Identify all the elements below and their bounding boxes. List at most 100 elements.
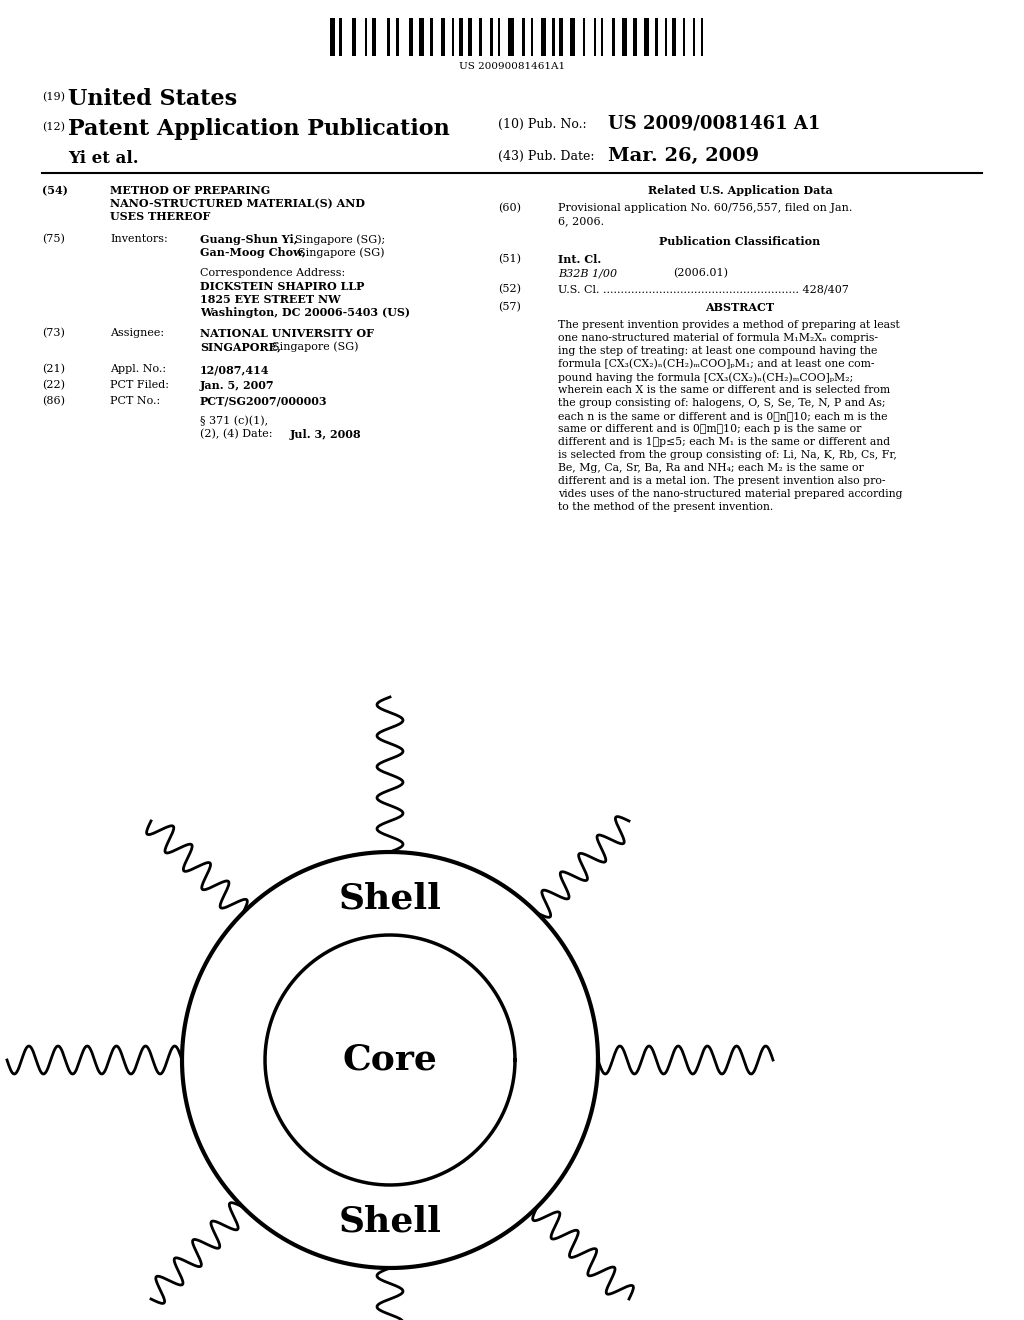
Text: DICKSTEIN SHAPIRO LLP: DICKSTEIN SHAPIRO LLP [200, 281, 365, 292]
Text: Yi et al.: Yi et al. [68, 150, 138, 168]
Bar [430, 18, 433, 55]
Text: each n is the same or different and is 0≦n≦10; each m is the: each n is the same or different and is 0… [558, 411, 888, 421]
Text: (19): (19) [42, 92, 65, 103]
Bar [601, 18, 603, 55]
Bar [372, 18, 376, 55]
Text: METHOD OF PREPARING: METHOD OF PREPARING [110, 185, 270, 195]
Text: Be, Mg, Ca, Sr, Ba, Ra and NH₄; each M₂ is the same or: Be, Mg, Ca, Sr, Ba, Ra and NH₄; each M₂ … [558, 463, 864, 473]
Text: Appl. No.:: Appl. No.: [110, 364, 166, 374]
Text: Mar. 26, 2009: Mar. 26, 2009 [608, 147, 759, 165]
Text: Inventors:: Inventors: [110, 234, 168, 244]
Text: The present invention provides a method of preparing at least: The present invention provides a method … [558, 319, 900, 330]
Text: (57): (57) [498, 302, 521, 313]
Text: NATIONAL UNIVERSITY OF: NATIONAL UNIVERSITY OF [200, 327, 374, 339]
Text: Washington, DC 20006-5403 (US): Washington, DC 20006-5403 (US) [200, 308, 410, 318]
Text: 1825 EYE STREET NW: 1825 EYE STREET NW [200, 294, 341, 305]
Text: SINGAPORE,: SINGAPORE, [200, 341, 281, 352]
Text: (52): (52) [498, 284, 521, 294]
Text: § 371 (c)(1),: § 371 (c)(1), [200, 416, 268, 426]
Text: (54): (54) [42, 185, 68, 195]
Text: Singapore (SG);: Singapore (SG); [295, 234, 385, 244]
Text: US 2009/0081461 A1: US 2009/0081461 A1 [608, 114, 820, 132]
Text: Patent Application Publication: Patent Application Publication [68, 117, 450, 140]
Bar [409, 18, 413, 55]
Text: Shell: Shell [339, 1204, 441, 1238]
Text: Provisional application No. 60/756,557, filed on Jan.: Provisional application No. 60/756,557, … [558, 203, 852, 213]
Text: wherein each X is the same or different and is selected from: wherein each X is the same or different … [558, 385, 890, 395]
Text: PCT/SG2007/000003: PCT/SG2007/000003 [200, 396, 328, 407]
Text: B32B 1/00: B32B 1/00 [558, 268, 617, 279]
Text: one nano-structured material of formula M₁M₂Xₙ compris-: one nano-structured material of formula … [558, 333, 878, 343]
Bar [559, 18, 563, 55]
Text: PCT No.:: PCT No.: [110, 396, 160, 407]
Bar [339, 18, 342, 55]
Text: U.S. Cl. ........................................................ 428/407: U.S. Cl. ...............................… [558, 284, 849, 294]
Text: (43) Pub. Date:: (43) Pub. Date: [498, 150, 595, 162]
Text: (21): (21) [42, 364, 65, 375]
Text: 12/087,414: 12/087,414 [200, 364, 269, 375]
Text: is selected from the group consisting of: Li, Na, K, Rb, Cs, Fr,: is selected from the group consisting of… [558, 450, 897, 459]
Text: (2006.01): (2006.01) [673, 268, 728, 279]
Bar [541, 18, 546, 55]
Bar [387, 18, 390, 55]
Bar [498, 18, 500, 55]
Bar [644, 18, 649, 55]
Text: PCT Filed:: PCT Filed: [110, 380, 169, 389]
Bar [570, 18, 575, 55]
Bar [365, 18, 367, 55]
Bar [459, 18, 463, 55]
Text: Singapore (SG): Singapore (SG) [272, 341, 358, 351]
Bar [683, 18, 685, 55]
Text: (73): (73) [42, 327, 65, 338]
Bar [490, 18, 493, 55]
Text: Jul. 3, 2008: Jul. 3, 2008 [290, 429, 361, 440]
Bar [396, 18, 399, 55]
Text: different and is 1≦p≤5; each M₁ is the same or different and: different and is 1≦p≤5; each M₁ is the s… [558, 437, 890, 447]
Bar [693, 18, 695, 55]
Text: Guang-Shun Yi,: Guang-Shun Yi, [200, 234, 298, 246]
Text: Gan-Moog Chow,: Gan-Moog Chow, [200, 247, 306, 257]
Text: ing the step of treating: at least one compound having the: ing the step of treating: at least one c… [558, 346, 878, 356]
Text: (60): (60) [498, 203, 521, 214]
Bar [612, 18, 615, 55]
Bar [531, 18, 534, 55]
Text: vides uses of the nano-structured material prepared according: vides uses of the nano-structured materi… [558, 488, 902, 499]
Text: USES THEREOF: USES THEREOF [110, 211, 210, 222]
Text: different and is a metal ion. The present invention also pro-: different and is a metal ion. The presen… [558, 477, 886, 486]
Bar [352, 18, 356, 55]
Text: Core: Core [343, 1043, 437, 1077]
Text: NANO-STRUCTURED MATERIAL(S) AND: NANO-STRUCTURED MATERIAL(S) AND [110, 198, 365, 209]
Bar [701, 18, 703, 55]
Text: 6, 2006.: 6, 2006. [558, 216, 604, 226]
Bar [672, 18, 676, 55]
Bar [508, 18, 514, 55]
Bar [633, 18, 637, 55]
Text: (86): (86) [42, 396, 65, 407]
Bar [552, 18, 555, 55]
Text: (51): (51) [498, 253, 521, 264]
Bar [452, 18, 454, 55]
Text: US 20090081461A1: US 20090081461A1 [459, 62, 565, 71]
Bar [622, 18, 627, 55]
Bar [468, 18, 472, 55]
Bar [655, 18, 658, 55]
Text: Assignee:: Assignee: [110, 327, 164, 338]
Text: (22): (22) [42, 380, 65, 391]
Text: formula [CX₃(CX₂)ₙ(CH₂)ₘCOO]ₚM₁; and at least one com-: formula [CX₃(CX₂)ₙ(CH₂)ₘCOO]ₚM₁; and at … [558, 359, 874, 370]
Bar [441, 18, 445, 55]
Bar [583, 18, 585, 55]
Text: pound having the formula [CX₃(CX₂)ₙ(CH₂)ₘCOO]ₚM₂;: pound having the formula [CX₃(CX₂)ₙ(CH₂)… [558, 372, 853, 383]
Text: Related U.S. Application Data: Related U.S. Application Data [647, 185, 833, 195]
Text: Int. Cl.: Int. Cl. [558, 253, 601, 265]
Text: ABSTRACT: ABSTRACT [706, 302, 774, 313]
Text: to the method of the present invention.: to the method of the present invention. [558, 502, 773, 512]
Text: (75): (75) [42, 234, 65, 244]
Text: Jan. 5, 2007: Jan. 5, 2007 [200, 380, 274, 391]
Text: the group consisting of: halogens, O, S, Se, Te, N, P and As;: the group consisting of: halogens, O, S,… [558, 399, 886, 408]
Text: Singapore (SG): Singapore (SG) [298, 247, 384, 257]
Bar [419, 18, 424, 55]
Text: Correspondence Address:: Correspondence Address: [200, 268, 345, 279]
Bar [594, 18, 596, 55]
Text: (2), (4) Date:: (2), (4) Date: [200, 429, 272, 440]
Bar [479, 18, 482, 55]
